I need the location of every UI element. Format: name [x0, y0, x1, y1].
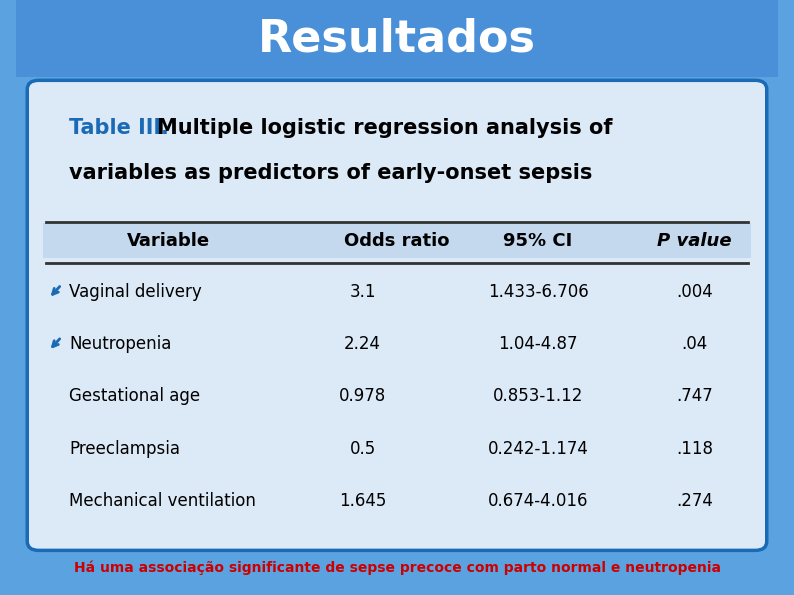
- Text: Neutropenia: Neutropenia: [69, 335, 172, 353]
- Text: .274: .274: [676, 492, 713, 510]
- Text: 0.5: 0.5: [349, 440, 376, 458]
- Text: 2.24: 2.24: [344, 335, 381, 353]
- Text: Table III.: Table III.: [69, 118, 169, 138]
- Text: Multiple logistic regression analysis of: Multiple logistic regression analysis of: [157, 118, 612, 138]
- Text: Gestational age: Gestational age: [69, 387, 200, 405]
- Text: variables as predictors of early-onset sepsis: variables as predictors of early-onset s…: [69, 162, 592, 183]
- Text: 0.242-1.174: 0.242-1.174: [488, 440, 588, 458]
- Text: 1.04-4.87: 1.04-4.87: [499, 335, 578, 353]
- Text: 95% CI: 95% CI: [503, 232, 572, 250]
- Text: Variable: Variable: [127, 232, 210, 250]
- Text: Vaginal delivery: Vaginal delivery: [69, 283, 202, 300]
- FancyBboxPatch shape: [43, 223, 751, 258]
- Text: 1.645: 1.645: [339, 492, 387, 510]
- Text: P value: P value: [657, 232, 731, 250]
- Text: Odds ratio: Odds ratio: [345, 232, 449, 250]
- Text: Há uma associação significante de sepse precoce com parto normal e neutropenia: Há uma associação significante de sepse …: [74, 561, 720, 575]
- Text: 3.1: 3.1: [349, 283, 376, 300]
- Text: Resultados: Resultados: [258, 17, 536, 60]
- Text: 1.433-6.706: 1.433-6.706: [488, 283, 588, 300]
- Text: .004: .004: [676, 283, 713, 300]
- Text: .747: .747: [676, 387, 713, 405]
- FancyBboxPatch shape: [16, 0, 778, 77]
- Text: 0.674-4.016: 0.674-4.016: [488, 492, 588, 510]
- Text: 0.978: 0.978: [339, 387, 387, 405]
- Text: Preeclampsia: Preeclampsia: [69, 440, 180, 458]
- FancyBboxPatch shape: [27, 80, 767, 550]
- Text: .04: .04: [681, 335, 707, 353]
- Text: Mechanical ventilation: Mechanical ventilation: [69, 492, 256, 510]
- Text: .118: .118: [676, 440, 713, 458]
- Text: 0.853-1.12: 0.853-1.12: [493, 387, 584, 405]
